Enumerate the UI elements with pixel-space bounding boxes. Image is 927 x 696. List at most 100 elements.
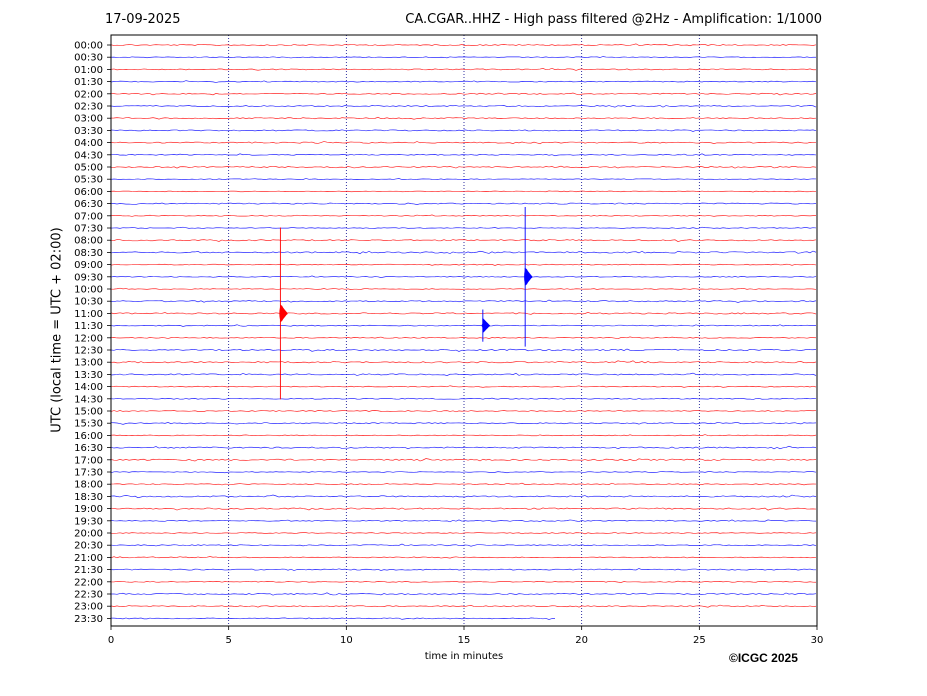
y-tick-label: 14:00: [74, 382, 103, 393]
trace-layer: [110, 43, 817, 620]
trace-row-1330: [110, 372, 817, 376]
trace-row-0800: [110, 239, 817, 242]
trace-row-1030: [110, 299, 817, 303]
trace-row-0930: [110, 275, 817, 278]
y-tick-label: 00:00: [74, 41, 103, 52]
trace-row-2300: [110, 604, 817, 608]
y-tick-label: 18:30: [74, 492, 103, 503]
copyright-label: ©ICGC 2025: [729, 651, 798, 665]
event-layer: [279, 207, 533, 400]
trace-row-2000: [110, 531, 817, 535]
y-tick-label: 21:30: [74, 565, 103, 576]
trace-row-1630: [110, 445, 817, 450]
y-tick-label: 09:00: [74, 260, 103, 271]
trace-row-2100: [110, 556, 817, 559]
y-tick-label: 16:30: [74, 443, 103, 454]
y-tick-label: 06:00: [74, 187, 103, 198]
y-tick-label: 04:30: [74, 150, 103, 161]
trace-row-0200: [110, 92, 817, 96]
trace-row-1930: [110, 519, 817, 523]
y-tick-label: 22:30: [74, 590, 103, 601]
y-tick-label: 20:30: [74, 541, 103, 552]
trace-row-1000: [110, 287, 817, 291]
trace-row-0630: [110, 202, 817, 206]
trace-row-1800: [110, 482, 817, 486]
y-tick-label: 01:00: [74, 65, 103, 76]
y-tick-label: 02:00: [74, 89, 103, 100]
y-tick-label: 03:30: [74, 126, 103, 137]
y-tick-label: 21:00: [74, 553, 103, 564]
y-tick-label: 10:30: [74, 297, 103, 308]
x-tick-label-30: 30: [811, 635, 824, 646]
trace-row-0230: [110, 105, 817, 108]
trace-row-0700: [110, 214, 817, 217]
y-tick-label: 15:30: [74, 419, 103, 430]
x-axis-label: time in minutes: [424, 651, 504, 662]
trace-row-0100: [110, 67, 817, 71]
trace-row-1830: [110, 494, 817, 499]
y-tick-label: 19:30: [74, 516, 103, 527]
y-tick-label: 17:00: [74, 455, 103, 466]
trace-row-0300: [110, 116, 817, 120]
trace-row-0000: [110, 43, 817, 47]
trace-row-1130: [110, 324, 817, 327]
y-tick-label: 15:00: [74, 407, 103, 418]
y-tick-label: 23:00: [74, 602, 103, 613]
trace-row-1530: [110, 422, 817, 425]
event-core-2: [481, 323, 487, 329]
trace-row-2330: [110, 617, 556, 620]
y-tick-label: 18:00: [74, 480, 103, 491]
trace-row-2230: [110, 592, 817, 596]
trace-row-0400: [110, 141, 817, 145]
y-tick-label: 07:30: [74, 224, 103, 235]
trace-row-0900: [110, 263, 817, 266]
trace-row-1230: [110, 348, 817, 352]
y-tick-label: 04:00: [74, 138, 103, 149]
plot-frame: [110, 34, 818, 627]
x-tick-label-10: 10: [340, 635, 353, 646]
y-tick-label: 11:00: [74, 309, 103, 320]
y-tick-label: 10:00: [74, 285, 103, 296]
date-label: 17-09-2025: [105, 12, 181, 27]
trace-row-1200: [110, 336, 817, 340]
y-tick-label: 17:30: [74, 468, 103, 479]
y-tick-label: 13:00: [74, 358, 103, 369]
y-tick-label: 20:00: [74, 529, 103, 540]
y-tick-label: 08:30: [74, 248, 103, 259]
x-tick-label-25: 25: [693, 635, 706, 646]
trace-row-0330: [110, 129, 817, 132]
y-tick-label: 05:30: [74, 175, 103, 186]
trace-row-1600: [110, 434, 817, 437]
trace-row-1300: [110, 360, 817, 364]
trace-row-1100: [110, 312, 817, 315]
trace-row-0030: [110, 56, 817, 59]
y-tick-label: 22:00: [74, 577, 103, 588]
trace-row-2200: [110, 580, 817, 583]
trace-row-1500: [110, 410, 817, 413]
grid-layer: [228, 35, 700, 626]
trace-row-0430: [110, 153, 817, 157]
y-tick-label: 02:30: [74, 102, 103, 113]
y-tick-label: 14:30: [74, 394, 103, 405]
trace-row-1900: [110, 507, 817, 511]
trace-row-0730: [110, 226, 817, 229]
event-core-1: [523, 268, 529, 285]
x-tick-label-0: 0: [108, 635, 114, 646]
trace-row-0130: [110, 80, 817, 83]
y-tick-label: 00:30: [74, 53, 103, 64]
x-tick-label-20: 20: [575, 635, 588, 646]
trace-row-2130: [110, 568, 817, 571]
event-core-0: [279, 305, 284, 322]
chart-title: CA.CGAR..HHZ - High pass filtered @2Hz -…: [405, 12, 822, 27]
y-tick-label: 12:30: [74, 346, 103, 357]
y-tick-label: 16:00: [74, 431, 103, 442]
trace-row-1430: [110, 397, 817, 400]
trace-row-0830: [110, 250, 817, 255]
y-tick-label: 07:00: [74, 211, 103, 222]
y-tick-label: 19:00: [74, 504, 103, 515]
trace-row-1730: [110, 471, 817, 474]
trace-row-1700: [110, 458, 817, 462]
trace-row-0600: [110, 190, 817, 193]
y-tick-label: 08:00: [74, 236, 103, 247]
